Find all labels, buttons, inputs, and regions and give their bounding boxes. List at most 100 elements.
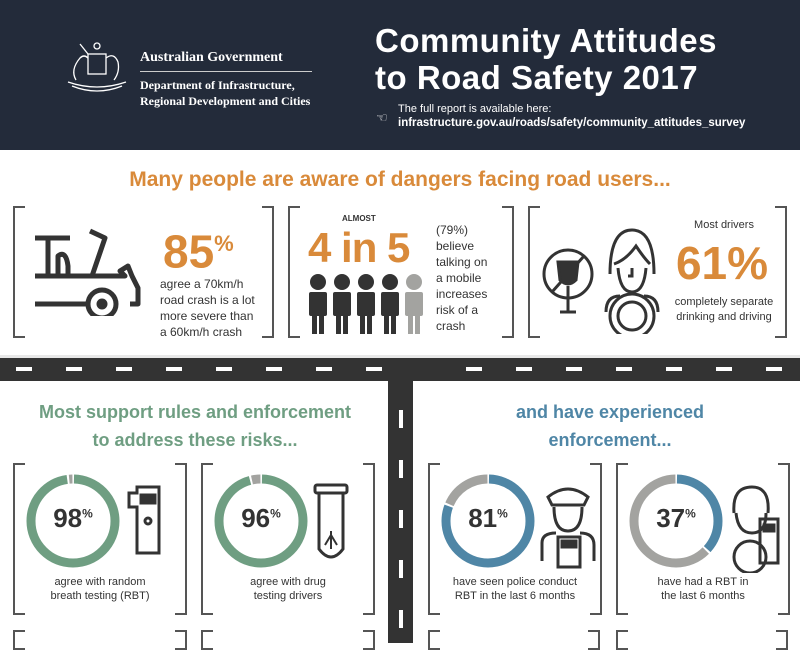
- stat-value-61: 61%: [675, 237, 769, 289]
- donut-chart: [214, 474, 308, 568]
- lane-marking: [716, 367, 732, 371]
- card-partial: [13, 630, 187, 650]
- title-line2: to Road Safety 2017: [375, 59, 699, 96]
- donut-value-arc: [26, 474, 120, 568]
- person-figure: [357, 274, 375, 334]
- donut-percent: 98%: [53, 503, 93, 533]
- donut-value-arc: [629, 474, 723, 568]
- caption-line: RBT in the last 6 months: [454, 590, 576, 602]
- donut-caption: agree with random breath testing (RBT): [15, 575, 185, 603]
- lane-marking: [566, 367, 582, 371]
- card-partial: [616, 630, 788, 650]
- stat-text: increases: [436, 287, 488, 301]
- no-drinking-driver-icon: [542, 228, 660, 334]
- donut-caption: agree with drug testing drivers: [203, 575, 373, 603]
- lane-marking: [616, 367, 632, 371]
- donut-chart: [629, 474, 723, 568]
- donut-caption: have had a RBT in the last 6 months: [618, 575, 788, 603]
- donut-chart: [441, 474, 535, 568]
- lane-marking: [399, 510, 403, 528]
- stat-card-37: 37% have had a RBT in the last 6 months: [616, 463, 790, 615]
- stat-card-drink-driving: Most drivers 61% completely separate dri…: [528, 206, 787, 338]
- donut-value-arc: [441, 474, 535, 568]
- lane-marking: [16, 367, 32, 371]
- support-heading-line1: Most support rules and enforcement: [38, 402, 352, 422]
- donut-caption: have seen police conduct RBT in the last …: [430, 575, 600, 603]
- stat-text: (79%): [436, 223, 469, 237]
- donut-percent: 96%: [241, 503, 281, 533]
- stat-text: more severe than: [160, 309, 254, 323]
- pointing-hand-icon: ☜: [376, 110, 388, 125]
- stat-card-81: 81% have seen police conduct RBT in the la…: [428, 463, 602, 615]
- stat-value-4in5: 4 in 5: [308, 224, 410, 271]
- donut-chart: [26, 474, 120, 568]
- report-label: The full report is available here:: [398, 103, 552, 115]
- caption-line: the last 6 months: [661, 590, 745, 602]
- header: Australian Government Department of Infr…: [0, 0, 800, 150]
- people-icon: [309, 274, 423, 334]
- support-heading-line2: to address these risks...: [92, 430, 298, 450]
- caption-line: have had a RBT in: [657, 576, 749, 588]
- lane-marking: [399, 410, 403, 428]
- driver-breath-test-icon: [732, 485, 780, 573]
- caption-line: have seen police conduct: [452, 576, 578, 588]
- lane-marking: [399, 560, 403, 578]
- coat-of-arms-logo: [67, 42, 127, 92]
- lane-marking: [766, 367, 782, 371]
- crashed-car-icon: [35, 228, 141, 316]
- enforcement-heading-line2: enforcement...: [548, 430, 672, 450]
- road-horizontal: [0, 355, 800, 381]
- awareness-heading: Many people are aware of dangers facing …: [129, 168, 671, 191]
- lane-marking: [316, 367, 332, 371]
- stat-card-speed: 85% agree a 70km/h road crash is a lot m…: [13, 206, 274, 339]
- card-partial: [428, 630, 600, 650]
- stat-text: completely separate: [674, 296, 774, 308]
- stat-text: a 60km/h crash: [160, 325, 243, 339]
- stat-card-mobile: ALMOST 4 in 5 (79%) believe talking on a…: [288, 206, 514, 338]
- lane-marking: [399, 610, 403, 628]
- page-title: Community Attitudes to Road Safety 2017: [375, 22, 717, 96]
- almost-label: ALMOST: [342, 214, 376, 223]
- person-figure: [309, 274, 327, 334]
- stat-text: talking on: [436, 255, 488, 269]
- breathalyser-icon: [127, 485, 161, 555]
- stat-text: risk of a: [436, 303, 479, 317]
- enforcement-heading: and have experienced enforcement...: [420, 398, 800, 454]
- donut-percent: 81%: [468, 503, 508, 533]
- stat-intro: Most drivers: [694, 219, 754, 231]
- stat-text: agree a 70km/h: [160, 277, 244, 291]
- police-officer-icon: [540, 487, 596, 569]
- test-tube-icon: [313, 483, 349, 559]
- lane-marking: [166, 367, 182, 371]
- support-heading: Most support rules and enforcement to ad…: [10, 398, 380, 454]
- gov-name: Australian Government: [140, 50, 312, 72]
- lane-marking: [116, 367, 132, 371]
- road-vertical: [388, 380, 413, 643]
- lane-marking: [216, 367, 232, 371]
- caption-line: agree with drug: [250, 576, 326, 588]
- lane-marking: [466, 367, 482, 371]
- card-partial: [201, 630, 375, 650]
- donut-percent: 37%: [656, 503, 696, 533]
- stat-text: a mobile: [436, 271, 482, 285]
- stat-text: drinking and driving: [676, 311, 772, 323]
- caption-line: testing drivers: [253, 590, 323, 602]
- donut-remainder-arc: [629, 474, 723, 568]
- lane-marking: [366, 367, 382, 371]
- lane-marking: [666, 367, 682, 371]
- lane-marking: [516, 367, 532, 371]
- lane-marking: [66, 367, 82, 371]
- person-figure: [381, 274, 399, 334]
- stat-text: road crash is a lot: [160, 293, 255, 307]
- stat-text: crash: [436, 319, 466, 333]
- report-link[interactable]: infrastructure.gov.au/roads/safety/commu…: [398, 117, 746, 129]
- person-figure: [333, 274, 351, 334]
- lane-marking: [266, 367, 282, 371]
- person-figure: [405, 274, 423, 334]
- stat-card-96: 96% agree with drug testing drivers: [201, 463, 375, 615]
- department-line1: Department of Infrastructure,: [140, 78, 295, 92]
- stat-card-98: 98% agree with random breath testing (RBT): [13, 463, 187, 615]
- stat-value-85: 85%: [163, 225, 234, 278]
- donut-value-arc: [214, 474, 308, 568]
- caption-line: agree with random: [54, 576, 146, 588]
